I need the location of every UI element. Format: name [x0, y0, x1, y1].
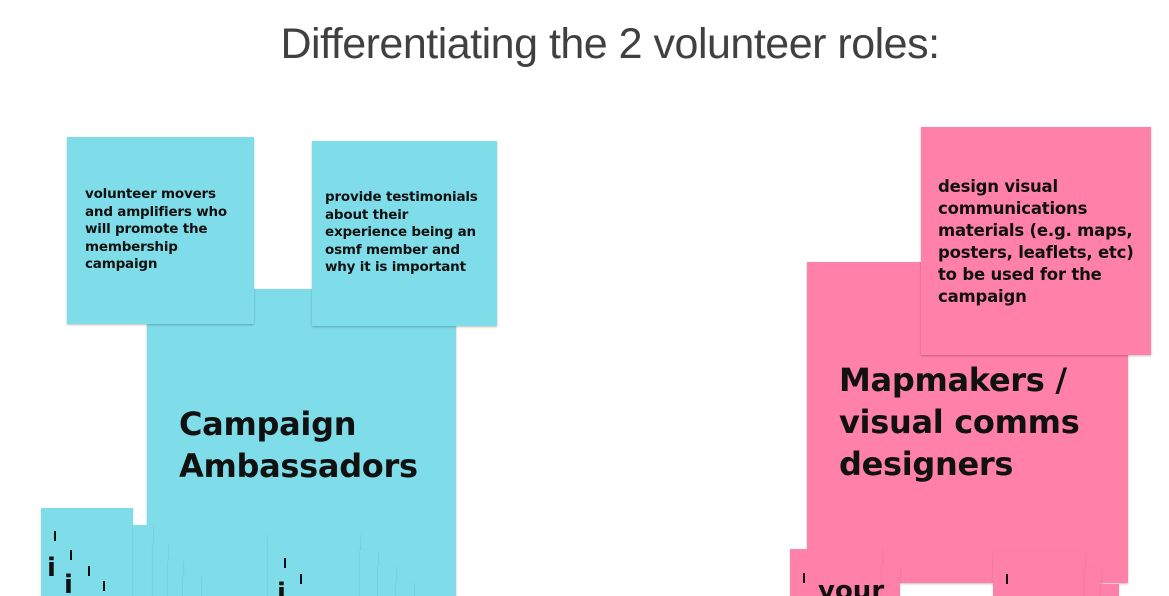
ambassadors-note-movers-text: volunteer movers and amplifiers who will…	[85, 186, 227, 272]
slide-title: Differentiating the 2 volunteer roles:	[280, 20, 940, 68]
text-cursor-mark	[284, 558, 286, 568]
fragment-text-your: your	[818, 576, 885, 596]
text-cursor-mark	[70, 550, 72, 560]
stacked-sticky-stub[interactable]	[360, 550, 378, 596]
text-cursor-mark	[300, 574, 302, 584]
stacked-sticky-stub[interactable]	[183, 575, 201, 596]
mapmakers-label: Mapmakers / visual comms designers	[839, 361, 1080, 483]
ambassadors-note-testimonials-text: provide testimonials about their experie…	[325, 189, 478, 275]
stacked-sticky-stub[interactable]	[268, 534, 360, 596]
text-cursor-mark	[54, 531, 56, 541]
stacked-sticky-stub[interactable]	[133, 525, 153, 596]
fragment-text-i: i	[47, 553, 56, 583]
stacked-sticky-stub[interactable]	[378, 566, 396, 596]
stacked-sticky-stub[interactable]	[790, 549, 882, 596]
stacked-sticky-stub[interactable]	[168, 560, 183, 596]
fragment-text-i: i	[277, 578, 286, 596]
campaign-ambassadors-label: Campaign Ambassadors	[179, 405, 418, 485]
stacked-sticky-stub[interactable]	[41, 508, 133, 596]
ambassadors-note-testimonials[interactable]: provide testimonials about their experie…	[312, 141, 497, 326]
mapmakers-note-design-text: design visual communications materials (…	[938, 177, 1134, 306]
stacked-sticky-stub[interactable]	[1101, 584, 1119, 596]
mapmakers-note-design[interactable]: design visual communications materials (…	[921, 127, 1151, 355]
text-cursor-mark	[803, 573, 805, 583]
stacked-sticky-stub[interactable]	[396, 582, 414, 596]
text-cursor-mark	[103, 581, 105, 591]
ambassadors-note-movers[interactable]: volunteer movers and amplifiers who will…	[67, 137, 254, 324]
text-cursor-mark	[1006, 574, 1008, 584]
stacked-sticky-stub[interactable]	[153, 543, 168, 596]
stacked-sticky-stub[interactable]	[882, 566, 900, 596]
stacked-sticky-stub[interactable]	[1085, 568, 1101, 596]
stacked-sticky-stub[interactable]	[993, 552, 1085, 596]
fragment-text-i: i	[64, 570, 73, 596]
text-cursor-mark	[88, 566, 90, 576]
